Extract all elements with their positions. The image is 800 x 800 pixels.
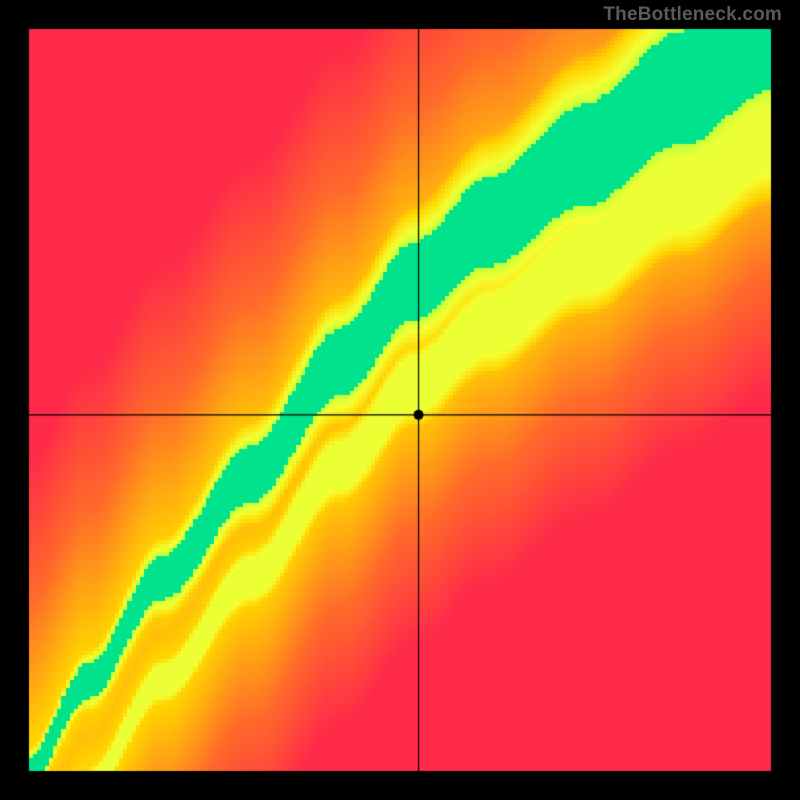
chart-container: TheBottleneck.com: [0, 0, 800, 800]
heatmap-canvas: [0, 0, 800, 800]
watermark-text: TheBottleneck.com: [603, 4, 782, 26]
